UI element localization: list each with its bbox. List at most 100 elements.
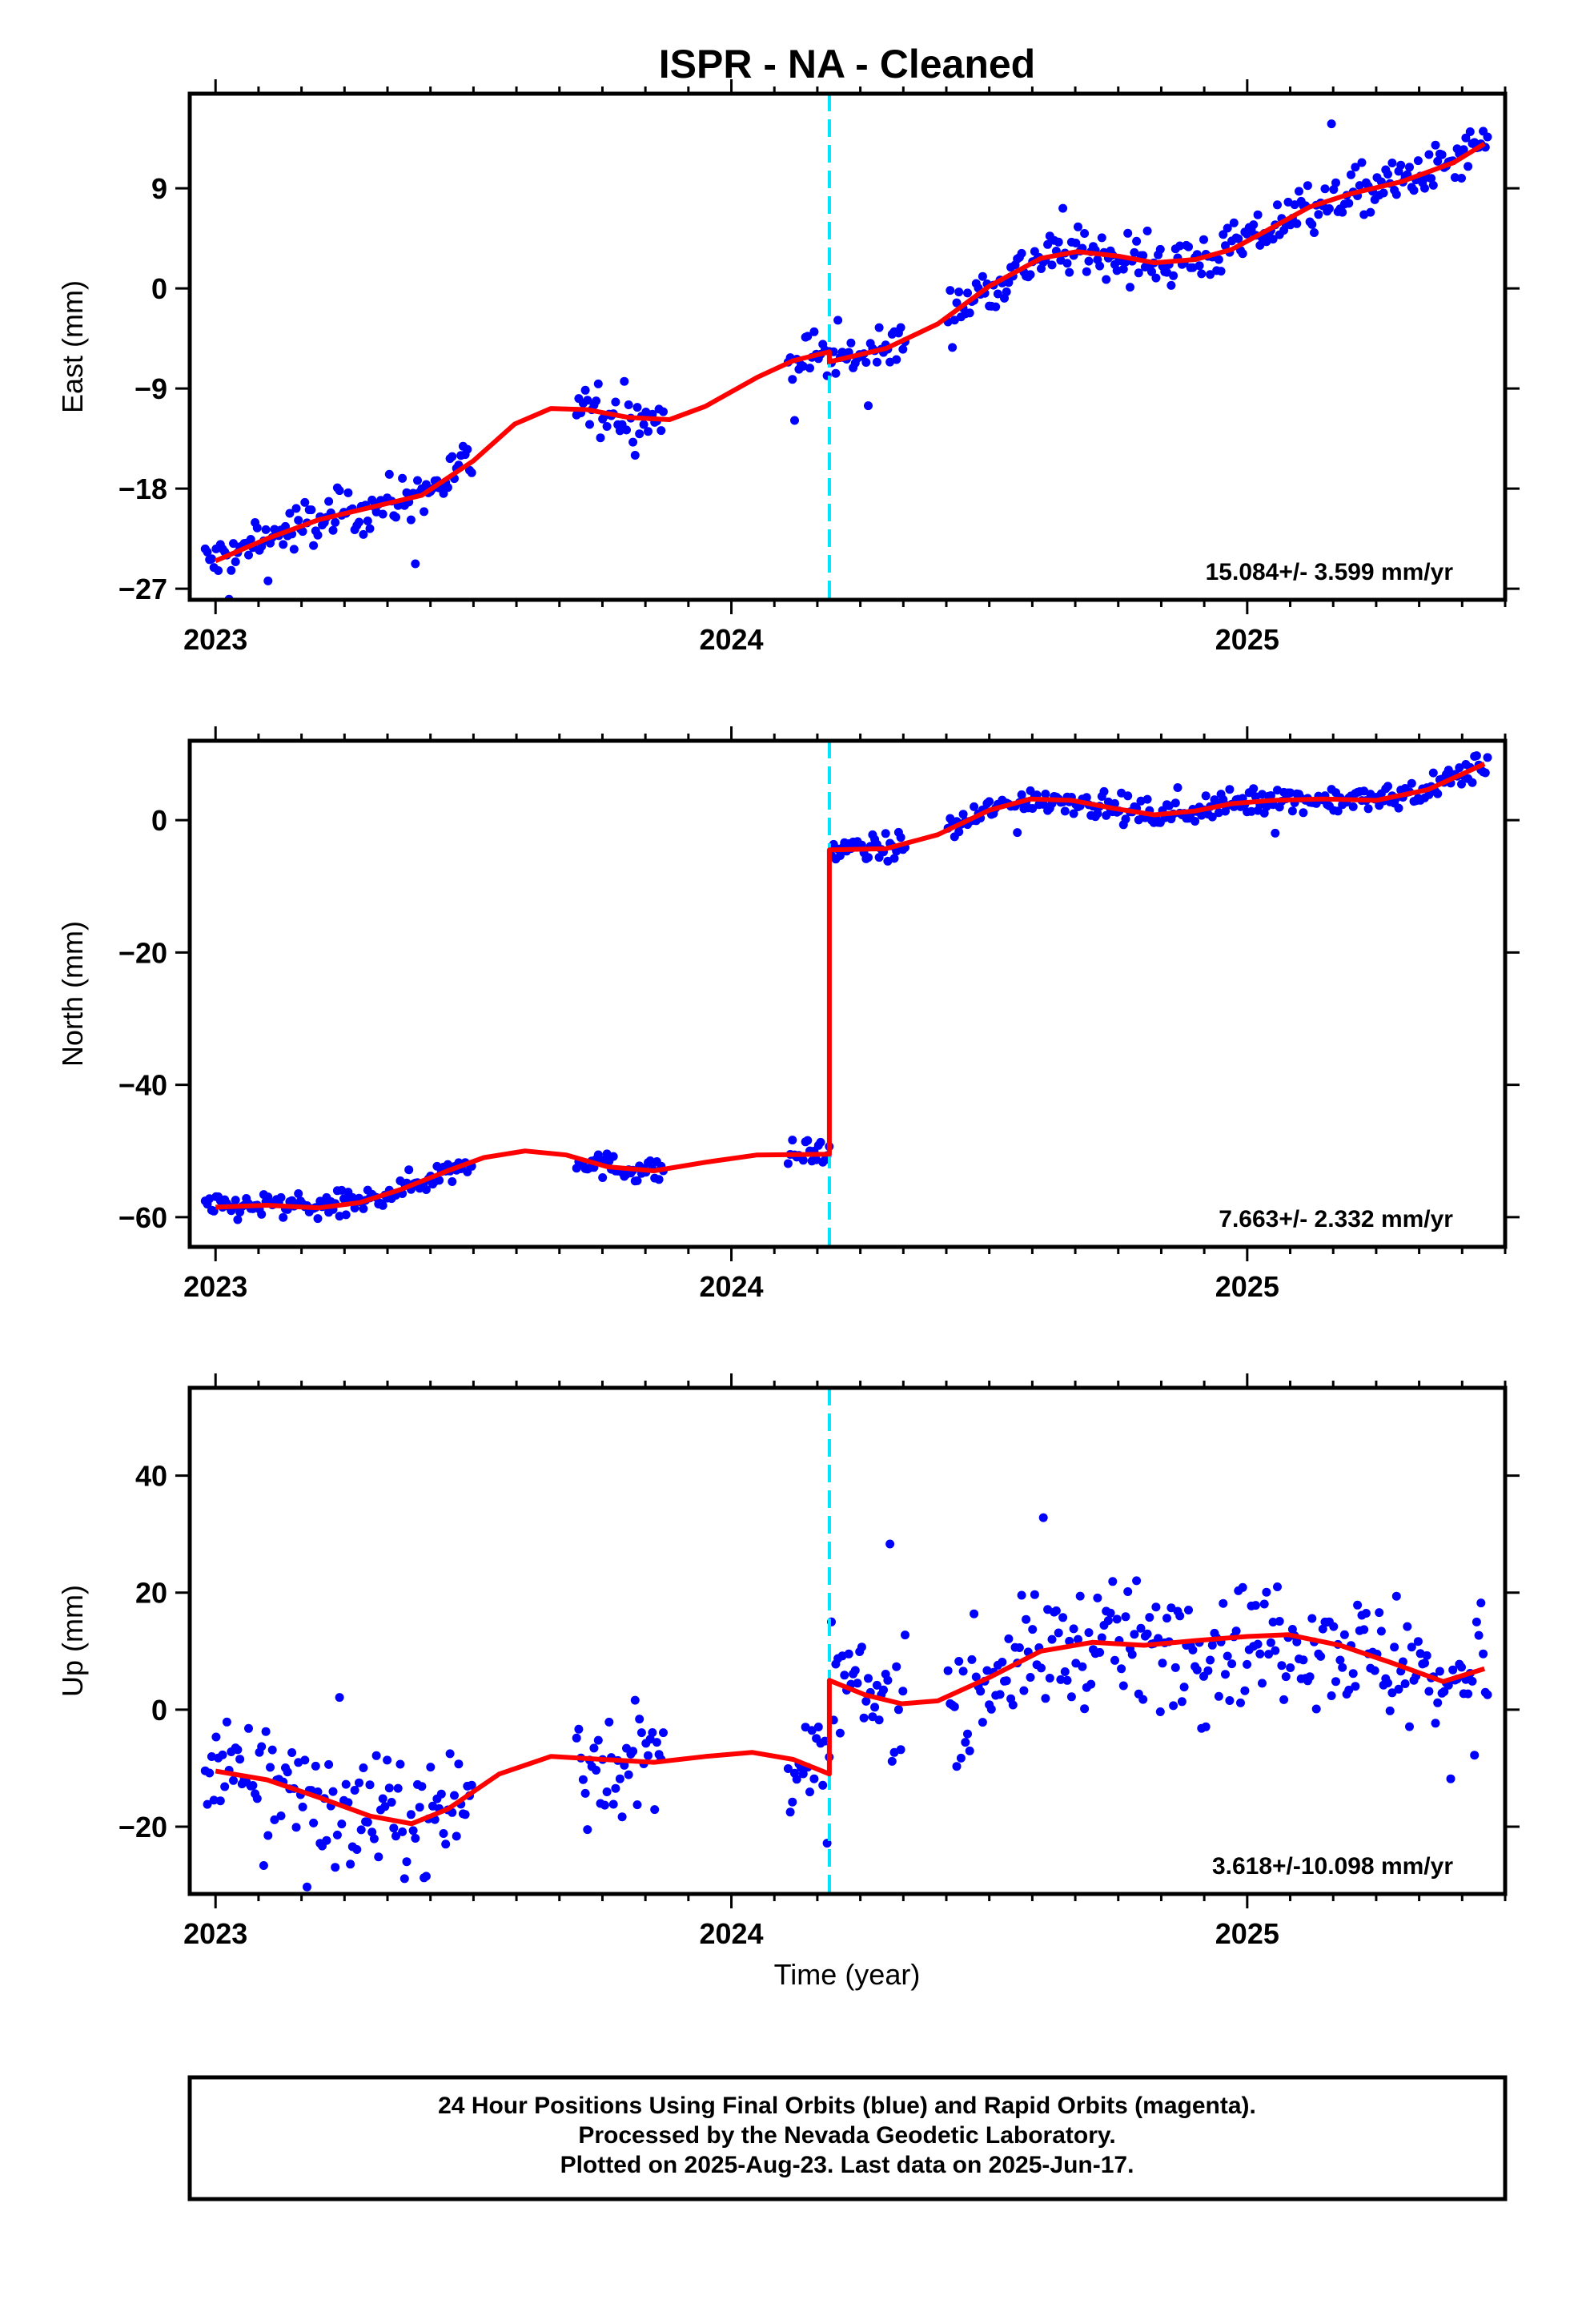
data-point <box>1130 1630 1139 1639</box>
data-point <box>630 451 640 460</box>
data-point <box>261 1727 271 1736</box>
data-point <box>421 1872 431 1881</box>
data-point <box>1333 806 1343 816</box>
data-point <box>1221 241 1230 251</box>
data-point <box>870 1703 880 1712</box>
data-point <box>1127 1650 1137 1659</box>
data-point <box>1103 1616 1113 1626</box>
data-point <box>864 1674 873 1683</box>
data-point <box>632 1800 642 1810</box>
data-point <box>406 1810 416 1819</box>
data-point <box>1017 248 1026 258</box>
data-point <box>1400 1679 1410 1688</box>
data-point <box>635 429 644 439</box>
data-point <box>263 1831 273 1840</box>
data-point <box>1047 1634 1057 1644</box>
x-tick-label: 2023 <box>183 623 247 656</box>
data-point <box>792 1775 801 1784</box>
data-point <box>335 486 344 496</box>
data-point <box>367 495 377 505</box>
data-point <box>1195 261 1204 271</box>
data-point <box>970 1609 979 1618</box>
data-point <box>1038 1513 1048 1522</box>
data-point <box>1331 178 1340 187</box>
data-point <box>995 1690 1005 1699</box>
data-point <box>1093 1593 1102 1602</box>
data-point <box>954 1657 964 1666</box>
data-point <box>220 1782 230 1791</box>
data-point <box>1465 127 1475 136</box>
data-point <box>1102 810 1111 820</box>
data-point <box>359 529 368 539</box>
data-point <box>898 1687 908 1696</box>
data-point <box>602 1787 612 1796</box>
data-point <box>378 509 387 519</box>
data-point <box>1175 1611 1185 1621</box>
data-point <box>1132 1576 1142 1586</box>
data-point <box>218 1750 227 1759</box>
data-point <box>1221 1670 1230 1679</box>
data-point <box>1307 219 1317 229</box>
data-point <box>1427 174 1436 183</box>
data-point <box>1136 1623 1146 1633</box>
data-point <box>1102 275 1111 284</box>
data-point <box>943 1666 953 1675</box>
data-point <box>1314 210 1323 219</box>
data-point <box>1344 1685 1354 1695</box>
data-point <box>1472 751 1481 761</box>
data-point <box>460 1810 470 1819</box>
data-point <box>879 1685 888 1695</box>
data-point <box>1238 1582 1247 1592</box>
data-point <box>1433 789 1443 798</box>
data-point <box>611 397 620 407</box>
data-point <box>374 1852 383 1862</box>
data-point <box>378 1794 387 1803</box>
data-point <box>1409 186 1419 195</box>
data-point <box>1207 1640 1217 1650</box>
footer-line-1: 24 Hour Positions Using Final Orbits (bl… <box>438 2093 1256 2119</box>
data-point <box>1258 1679 1267 1688</box>
data-point <box>1370 1666 1379 1675</box>
data-point <box>1249 784 1259 794</box>
data-point <box>443 483 452 493</box>
data-point <box>436 1789 446 1799</box>
x-tick-label: 2025 <box>1215 1917 1279 1950</box>
data-point <box>1424 1687 1434 1696</box>
y-tick-label: −20 <box>118 1811 167 1844</box>
data-point <box>636 1728 646 1738</box>
rate-label: 15.084+/- 3.599 mm/yr <box>1206 559 1454 585</box>
data-point <box>1142 1629 1152 1638</box>
data-point <box>346 1860 355 1869</box>
data-point <box>1058 1613 1068 1622</box>
data-point <box>291 1823 301 1832</box>
data-point <box>861 358 871 367</box>
data-point <box>1058 203 1068 213</box>
data-point <box>1268 1618 1278 1626</box>
data-point <box>1093 809 1102 818</box>
data-point <box>639 420 648 429</box>
data-point <box>421 1185 431 1194</box>
figure-title: ISPR - NA - Cleaned <box>659 42 1035 86</box>
data-point <box>783 1159 793 1168</box>
data-point <box>1359 1625 1369 1634</box>
data-point <box>1236 1698 1245 1707</box>
data-point <box>1082 267 1091 276</box>
data-point <box>1403 1622 1412 1631</box>
data-point <box>387 1798 396 1807</box>
data-point <box>1431 1719 1440 1728</box>
data-point <box>1028 804 1038 813</box>
data-point <box>872 1680 881 1690</box>
data-point <box>1045 1674 1054 1683</box>
data-point <box>309 541 319 550</box>
data-point <box>1162 1614 1171 1623</box>
data-point <box>1117 1664 1126 1674</box>
data-point <box>965 308 974 318</box>
data-point <box>233 1215 243 1224</box>
data-point <box>622 425 631 435</box>
data-point <box>1004 278 1014 287</box>
data-point <box>1483 1690 1492 1699</box>
data-point <box>790 416 799 425</box>
x-tick-label: 2024 <box>699 623 763 656</box>
data-point <box>1331 1677 1340 1687</box>
